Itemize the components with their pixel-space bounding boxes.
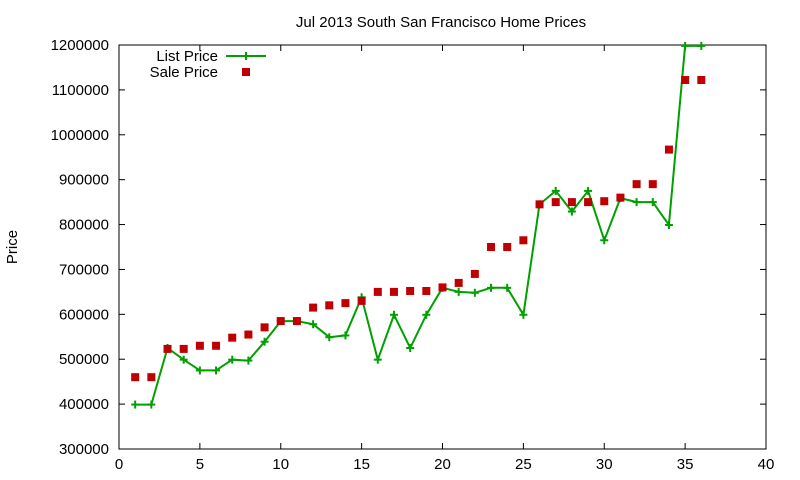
sale-price-point xyxy=(212,341,221,350)
x-tick-label: 25 xyxy=(515,456,532,473)
list-price-point xyxy=(131,400,140,409)
sale-price-point xyxy=(584,198,593,207)
sale-price-point xyxy=(163,344,172,353)
list-price-point xyxy=(422,310,431,319)
y-tick-label: 1100000 xyxy=(52,82,109,99)
legend-label: List Price xyxy=(156,48,218,65)
sale-price-point xyxy=(195,341,204,350)
sale-price-point xyxy=(438,283,447,292)
sale-price-point xyxy=(260,323,269,332)
sale-price-point xyxy=(147,373,156,382)
list-price-point xyxy=(147,400,156,409)
x-tick-label: 30 xyxy=(596,456,613,473)
list-price-point xyxy=(697,41,706,50)
list-price-point xyxy=(600,236,609,245)
sale-price-point xyxy=(309,303,318,312)
legend-swatch-cross xyxy=(242,52,250,60)
sale-price-point xyxy=(406,286,415,295)
list-price-point xyxy=(212,366,221,375)
list-price-point xyxy=(179,355,188,364)
sale-price-point xyxy=(389,287,398,296)
list-price-point xyxy=(503,283,512,292)
sale-price-point xyxy=(681,76,690,85)
x-tick-label: 5 xyxy=(196,456,204,473)
sale-price-point xyxy=(697,76,706,85)
list-price-point xyxy=(373,355,382,364)
sale-price-point xyxy=(487,243,496,251)
sale-price-point xyxy=(648,180,657,189)
sale-price-point xyxy=(567,198,576,207)
series-layer xyxy=(131,41,706,409)
sale-price-point xyxy=(341,299,350,308)
sale-price-point xyxy=(503,243,512,251)
sale-price-point xyxy=(131,373,140,382)
list-price-point xyxy=(244,356,253,365)
x-tick-label: 40 xyxy=(758,456,775,473)
list-price-point xyxy=(454,287,463,296)
x-tick-label: 0 xyxy=(115,456,123,473)
sale-price-point xyxy=(422,286,431,295)
y-tick-label: 1000000 xyxy=(51,127,109,144)
y-tick-label: 700000 xyxy=(59,261,109,278)
list-price-point xyxy=(389,310,398,319)
y-tick-label: 300000 xyxy=(59,441,109,458)
sale-price-point xyxy=(292,317,301,326)
list-price-point xyxy=(632,198,641,207)
x-tick-label: 15 xyxy=(353,456,370,473)
sale-price-point xyxy=(357,296,366,305)
y-axis-label: Price xyxy=(4,230,21,264)
list-price-point xyxy=(260,337,269,346)
y-tick-label: 500000 xyxy=(59,351,109,368)
sale-price-point xyxy=(244,330,253,339)
sale-price-point xyxy=(325,301,334,310)
sale-price-point xyxy=(535,200,544,209)
list-price-point xyxy=(341,331,350,340)
sale-price-point xyxy=(454,278,463,287)
list-price-point xyxy=(584,186,593,195)
list-price-point xyxy=(228,355,237,364)
list-price-point xyxy=(648,198,657,207)
list-price-point xyxy=(406,344,415,352)
sale-price-point xyxy=(600,197,609,206)
sale-price-point xyxy=(276,317,285,326)
list-price-point xyxy=(664,221,673,230)
sale-price-point xyxy=(373,287,382,296)
x-tick-label: 35 xyxy=(677,456,694,473)
list-price-point xyxy=(551,186,560,195)
sale-price-point xyxy=(551,198,560,207)
sale-price-point xyxy=(228,333,237,342)
list-price-point xyxy=(309,320,318,329)
y-tick-label: 400000 xyxy=(59,396,109,413)
list-price-point xyxy=(487,283,496,292)
sale-price-point xyxy=(664,145,673,154)
series-line-list-price xyxy=(135,44,702,406)
list-price-point xyxy=(519,310,528,319)
chart-title: Jul 2013 South San Francisco Home Prices xyxy=(296,14,586,31)
list-price-point xyxy=(681,41,690,50)
list-price-point xyxy=(567,207,576,216)
sale-price-point xyxy=(470,269,479,278)
sale-price-point xyxy=(179,344,188,353)
list-price-point xyxy=(325,333,334,342)
y-tick-label: 1200000 xyxy=(51,37,109,54)
ticks-layer: 0 5 10 15 20 25 30 35 40 300000 400000 500000 600000… xyxy=(51,37,775,473)
sale-price-point xyxy=(632,180,641,189)
list-price-point xyxy=(195,366,204,375)
y-tick-label: 600000 xyxy=(59,306,109,323)
sale-price-point xyxy=(616,193,625,202)
legend-swatch-square xyxy=(242,68,250,76)
sale-price-point xyxy=(519,236,528,245)
list-price-point xyxy=(470,288,479,297)
y-tick-label: 900000 xyxy=(59,172,109,189)
x-tick-label: 10 xyxy=(272,456,289,473)
legend-label: Sale Price xyxy=(150,64,218,81)
y-tick-label: 800000 xyxy=(59,217,109,234)
x-tick-label: 20 xyxy=(434,456,451,473)
